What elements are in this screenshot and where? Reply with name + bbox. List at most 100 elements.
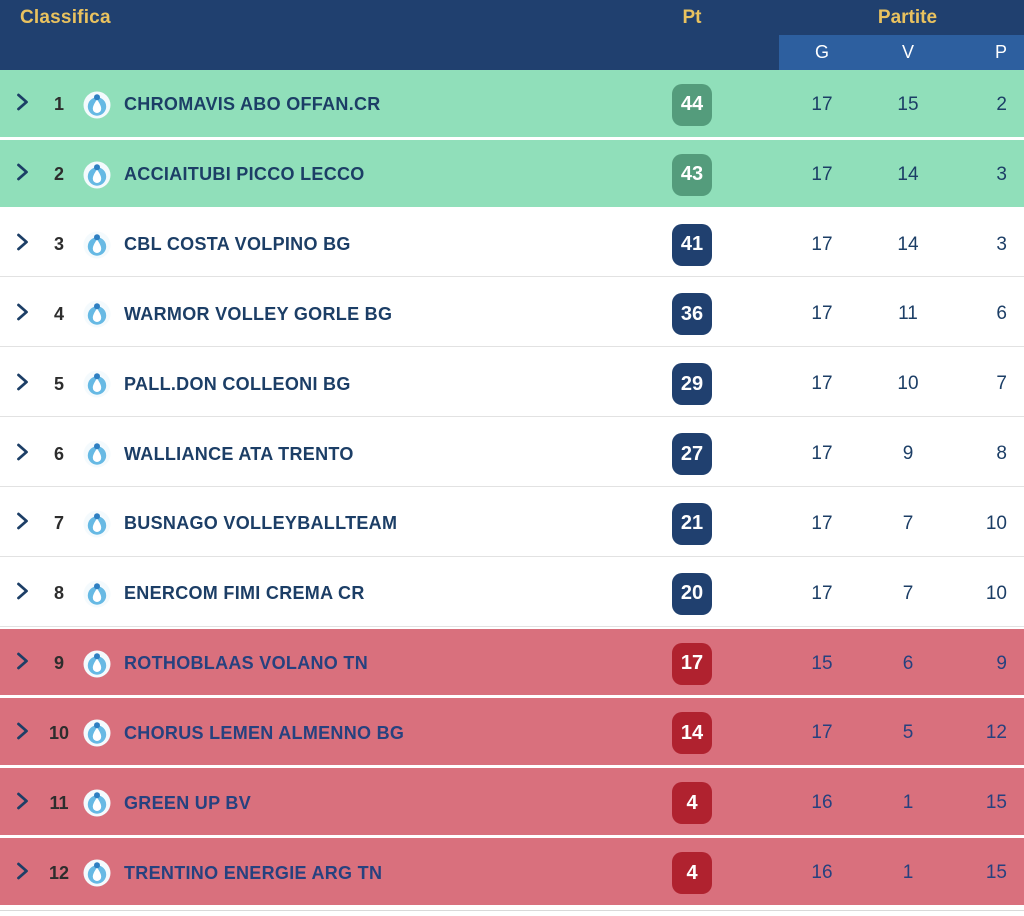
team-logo-icon [78,719,116,747]
points-cell: 41 [652,223,779,266]
chevron-right-icon[interactable] [16,162,29,187]
wins-value: 1 [902,792,914,814]
games-played-value: 16 [811,792,833,814]
losses-value: 7 [996,373,1007,395]
bottom-divider [0,908,1024,916]
games-played-value: 17 [811,373,833,395]
row-expand-control[interactable] [0,721,40,746]
points-cell: 14 [652,712,779,755]
points-cell: 43 [652,153,779,196]
table-row[interactable]: 12 TRENTINO ENERGIE ARG TN 4 16 1 15 [0,838,1024,908]
team-logo-icon [78,231,116,259]
chevron-right-icon[interactable] [16,861,29,886]
losses-value: 12 [985,722,1007,744]
rank-number: 3 [53,234,64,255]
rank-number: 6 [53,443,64,464]
points-cell: 36 [652,293,779,336]
table-row[interactable]: 2 ACCIAITUBI PICCO LECCO 43 17 14 3 [0,139,1024,210]
games-played-value: 15 [811,652,833,674]
wins-value: 6 [902,652,914,674]
row-expand-control[interactable] [0,791,40,816]
chevron-right-icon[interactable] [16,442,29,467]
losses-value: 3 [996,163,1007,185]
row-expand-control[interactable] [0,232,40,257]
games-played-value: 17 [811,443,833,465]
games-played-value: 17 [811,93,833,115]
points-badge: 14 [672,712,712,755]
table-row[interactable]: 7 BUSNAGO VOLLEYBALLTEAM 21 17 7 10 [0,488,1024,559]
games-played-value: 17 [811,233,833,255]
row-expand-control[interactable] [0,302,40,327]
games-played-value: 17 [811,512,833,534]
team-logo-icon [78,91,116,119]
points-badge: 17 [672,642,712,685]
points-badge: 4 [672,782,712,825]
team-logo-icon [78,510,116,538]
losses-value: 10 [985,582,1007,604]
chevron-right-icon[interactable] [16,372,29,397]
matches-column-header: Partite [877,6,938,28]
chevron-right-icon[interactable] [16,511,29,536]
team-logo-icon [78,440,116,468]
row-expand-control[interactable] [0,651,40,676]
chevron-right-icon[interactable] [16,721,29,746]
team-name: CHROMAVIS ABO OFFAN.CR [124,94,381,115]
row-expand-control[interactable] [0,581,40,606]
team-name: CBL COSTA VOLPINO BG [124,234,351,255]
table-row[interactable]: 11 GREEN UP BV 4 16 1 15 [0,768,1024,839]
chevron-right-icon[interactable] [16,92,29,117]
points-cell: 21 [652,502,779,545]
row-expand-control[interactable] [0,861,40,886]
classifica-column-header: Classifica [20,6,111,28]
row-expand-control[interactable] [0,92,40,117]
team-name: PALL.DON COLLEONI BG [124,373,351,394]
losses-value: 2 [996,93,1007,115]
wins-value: 7 [902,582,914,604]
row-expand-control[interactable] [0,162,40,187]
rank-number: 5 [53,373,64,394]
wins-value: 14 [897,233,919,255]
table-row[interactable]: 1 CHROMAVIS ABO OFFAN.CR 44 17 15 2 [0,70,1024,140]
team-logo-icon [78,370,116,398]
rank-number: 1 [53,94,64,115]
table-row[interactable]: 4 WARMOR VOLLEY GORLE BG 36 17 11 6 [0,279,1024,350]
team-name: ACCIAITUBI PICCO LECCO [124,164,365,185]
losses-column-header: P [994,42,1007,62]
team-logo-icon [78,650,116,678]
team-name: WARMOR VOLLEY GORLE BG [124,303,393,324]
rank-number: 9 [53,653,64,674]
points-badge: 4 [672,852,712,895]
chevron-right-icon[interactable] [16,232,29,257]
team-name: ENERCOM FIMI CREMA CR [124,583,365,604]
team-logo-icon [78,161,116,189]
chevron-right-icon[interactable] [16,581,29,606]
losses-value: 15 [985,862,1007,884]
rank-number: 2 [53,164,64,185]
chevron-right-icon[interactable] [16,791,29,816]
rank-number: 4 [53,303,64,324]
table-row[interactable]: 10 CHORUS LEMEN ALMENNO BG 14 17 5 12 [0,698,1024,769]
row-expand-control[interactable] [0,511,40,536]
table-row[interactable]: 5 PALL.DON COLLEONI BG 29 17 10 7 [0,349,1024,420]
points-header-cell: Pt [652,7,779,29]
points-badge: 41 [672,223,712,266]
points-cell: 4 [652,852,779,895]
losses-value: 9 [996,652,1007,674]
table-row[interactable]: 8 ENERCOM FIMI CREMA CR 20 17 7 10 [0,558,1024,629]
wins-value: 14 [897,163,919,185]
team-logo-icon [78,300,116,328]
chevron-right-icon[interactable] [16,302,29,327]
wins-value: 9 [902,443,914,465]
table-row[interactable]: 9 ROTHOBLAAS VOLANO TN 17 15 6 9 [0,628,1024,699]
table-row[interactable]: 6 WALLIANCE ATA TRENTO 27 17 9 8 [0,419,1024,489]
wins-column-header: V [901,42,914,62]
rank-number: 11 [49,792,69,813]
wins-value: 7 [902,512,914,534]
table-row[interactable]: 3 CBL COSTA VOLPINO BG 41 17 14 3 [0,209,1024,280]
chevron-right-icon[interactable] [16,651,29,676]
losses-value: 3 [996,233,1007,255]
row-expand-control[interactable] [0,442,40,467]
losses-value: 6 [996,303,1007,325]
points-column-header: Pt [682,6,702,28]
row-expand-control[interactable] [0,372,40,397]
